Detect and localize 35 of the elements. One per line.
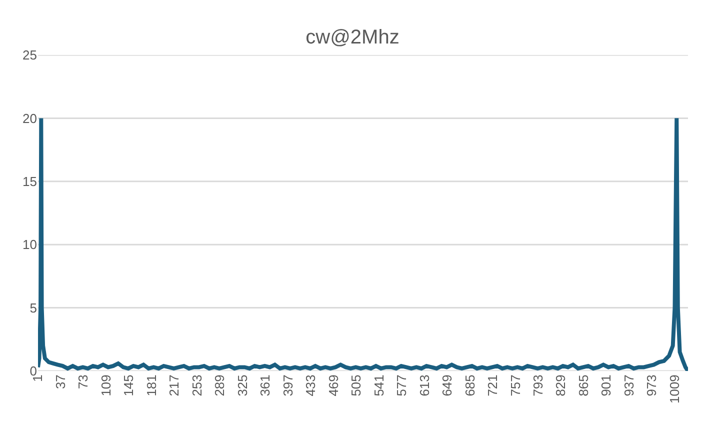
y-tick-label: 20 bbox=[22, 110, 37, 126]
x-tick-label: 325 bbox=[234, 374, 250, 396]
y-tick-label: 10 bbox=[22, 237, 37, 252]
x-tick-label: 901 bbox=[598, 374, 614, 396]
x-tick-label: 253 bbox=[189, 374, 204, 396]
x-tick-label: 613 bbox=[416, 374, 432, 396]
chart-title: cw@2Mhz bbox=[306, 26, 400, 48]
x-tick-label: 505 bbox=[348, 374, 364, 396]
x-tick-label: 793 bbox=[530, 374, 546, 396]
x-tick-label: 757 bbox=[508, 374, 523, 396]
line-series bbox=[38, 116, 688, 371]
x-tick-label: 937 bbox=[621, 374, 636, 396]
x-tick-label: 37 bbox=[52, 374, 68, 390]
y-tick-label: 25 bbox=[22, 48, 37, 63]
x-tick-label: 289 bbox=[212, 374, 228, 396]
x-tick-label: 973 bbox=[644, 374, 660, 396]
x-tick-label: 829 bbox=[553, 374, 568, 396]
y-tick-label: 5 bbox=[30, 300, 37, 316]
y-tick-label: 15 bbox=[22, 174, 37, 189]
x-tick-label: 541 bbox=[371, 374, 386, 396]
x-tick-label: 865 bbox=[576, 374, 591, 396]
x-tick-label: 721 bbox=[485, 374, 500, 396]
x-tick-label: 73 bbox=[76, 374, 91, 390]
x-tick-label: 685 bbox=[462, 374, 478, 396]
x-tick-label: 1009 bbox=[666, 374, 682, 404]
x-tick-label: 649 bbox=[440, 374, 455, 396]
x-tick-label: 145 bbox=[121, 374, 136, 396]
x-tick-label: 397 bbox=[280, 374, 296, 396]
x-tick-label: 577 bbox=[394, 374, 410, 396]
x-tick-label: 181 bbox=[144, 374, 159, 396]
x-tick-label: 217 bbox=[166, 374, 182, 396]
x-tick-label: 469 bbox=[326, 374, 341, 396]
x-tick-label: 433 bbox=[303, 374, 318, 396]
x-tick-label: 361 bbox=[258, 374, 273, 396]
x-tick-label: 109 bbox=[98, 374, 114, 396]
